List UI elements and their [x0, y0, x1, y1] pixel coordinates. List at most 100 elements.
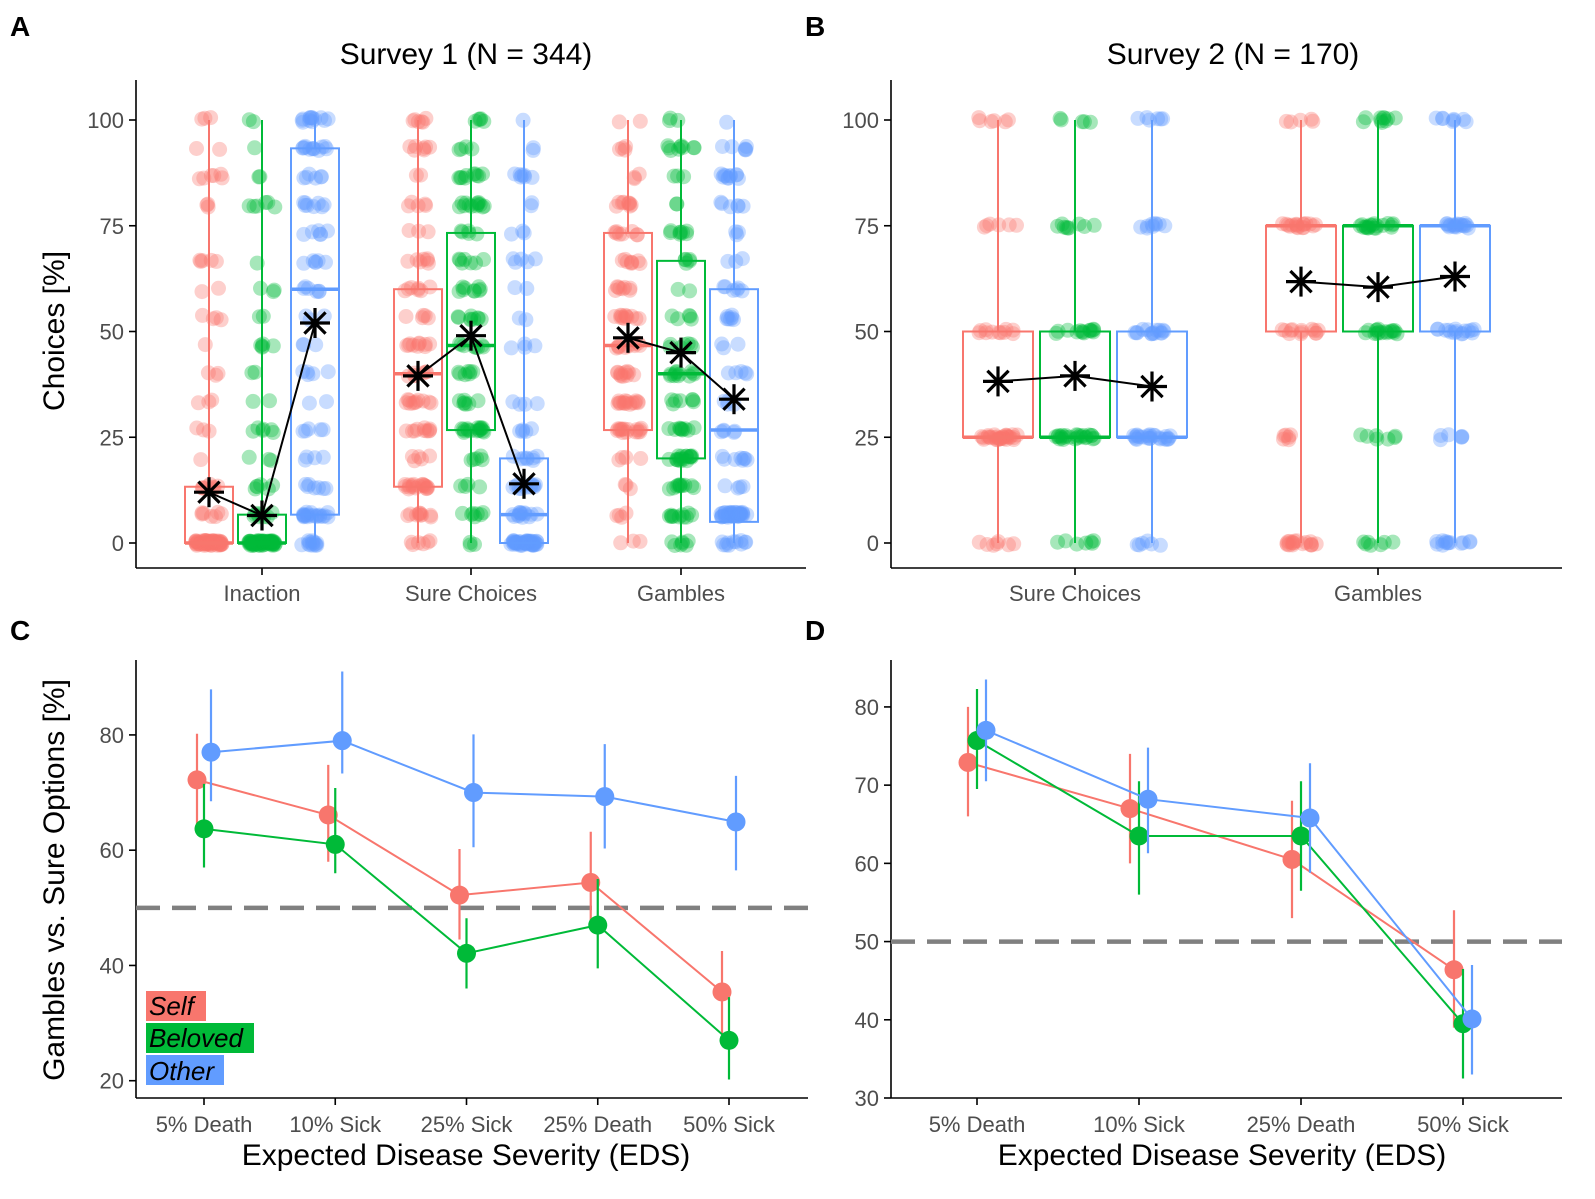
data-point	[298, 423, 314, 439]
data-point	[664, 392, 680, 408]
x-tick-label: Gambles	[637, 581, 725, 606]
data-point	[422, 279, 438, 295]
data-point	[400, 392, 416, 408]
data-point	[1278, 427, 1294, 443]
data-point	[299, 449, 315, 465]
data-point	[1376, 110, 1392, 126]
data-point	[417, 308, 433, 324]
data-point	[398, 309, 414, 324]
series-other	[201, 671, 746, 871]
data-point	[522, 533, 538, 549]
panel-a-title: Survey 1 (N = 344)	[340, 38, 593, 71]
data-point	[958, 752, 978, 772]
data-point	[213, 166, 229, 182]
data-point	[735, 198, 751, 214]
box-other	[1419, 110, 1491, 553]
data-point	[1275, 216, 1291, 232]
data-point	[618, 395, 634, 411]
data-point	[408, 480, 423, 496]
data-point	[1300, 808, 1320, 828]
data-point	[617, 279, 633, 295]
data-point	[409, 421, 425, 437]
data-point	[511, 534, 527, 550]
data-point	[607, 309, 623, 324]
data-point	[1059, 220, 1074, 235]
data-point	[1058, 533, 1074, 549]
data-point	[454, 255, 470, 271]
data-point	[674, 448, 689, 464]
data-point	[671, 141, 687, 157]
data-point	[470, 310, 486, 326]
data-point	[1356, 534, 1372, 550]
data-point	[979, 537, 995, 552]
data-point	[301, 395, 317, 411]
data-point	[402, 506, 418, 522]
data-point	[407, 423, 423, 439]
data-point	[611, 393, 627, 409]
data-point	[451, 393, 467, 409]
data-point	[313, 169, 329, 185]
data-point	[456, 198, 472, 214]
data-point	[474, 420, 490, 436]
data-point	[203, 168, 219, 183]
data-point	[715, 169, 731, 185]
data-point	[453, 478, 469, 494]
data-point	[734, 283, 750, 299]
data-point	[417, 420, 432, 436]
y-tick-label: 60	[855, 851, 879, 876]
data-point	[668, 393, 683, 409]
data-point	[684, 448, 700, 464]
data-point	[1444, 960, 1464, 980]
data-point	[332, 731, 352, 751]
y-tick-label: 75	[100, 214, 124, 239]
data-point	[618, 308, 634, 324]
series-beloved	[194, 783, 739, 1080]
data-point	[461, 223, 477, 239]
box-iqr	[709, 288, 759, 523]
panel-c-y-axis-title: Gambles vs. Sure Options [%]	[38, 679, 71, 1081]
data-point	[1462, 1009, 1482, 1029]
data-point	[312, 508, 328, 524]
data-point	[506, 533, 521, 549]
data-point	[631, 311, 647, 327]
data-point	[737, 534, 753, 550]
data-point	[402, 139, 418, 155]
data-point	[417, 196, 433, 212]
data-point	[1146, 326, 1162, 342]
data-point	[249, 479, 265, 495]
data-point	[1278, 113, 1294, 129]
data-point	[1380, 431, 1396, 447]
data-point	[663, 507, 679, 523]
y-tick-label: 40	[100, 953, 124, 978]
data-point	[611, 452, 627, 468]
data-point	[1001, 537, 1016, 553]
data-point	[190, 395, 206, 411]
data-point	[301, 166, 317, 182]
data-point	[608, 198, 624, 214]
data-point	[684, 449, 699, 465]
data-point	[453, 141, 469, 157]
data-point	[1441, 535, 1456, 551]
data-point	[307, 450, 323, 466]
data-point	[726, 812, 746, 832]
data-point	[405, 113, 421, 129]
data-point	[622, 280, 638, 296]
data-point	[453, 223, 469, 239]
x-tick-label: 10% Sick	[1093, 1112, 1186, 1137]
data-point	[723, 311, 738, 327]
data-point	[405, 478, 421, 493]
data-point	[1429, 534, 1445, 549]
data-point	[265, 338, 281, 354]
data-point	[730, 508, 746, 524]
x-tick-label: 10% Sick	[289, 1112, 382, 1137]
data-point	[297, 195, 313, 211]
data-point	[294, 537, 310, 553]
data-point	[199, 533, 215, 549]
data-point	[619, 367, 635, 383]
data-point	[210, 504, 226, 520]
data-point	[304, 110, 320, 126]
data-point	[473, 448, 489, 464]
data-point	[302, 113, 318, 128]
data-point	[714, 534, 730, 550]
data-point	[618, 424, 634, 440]
